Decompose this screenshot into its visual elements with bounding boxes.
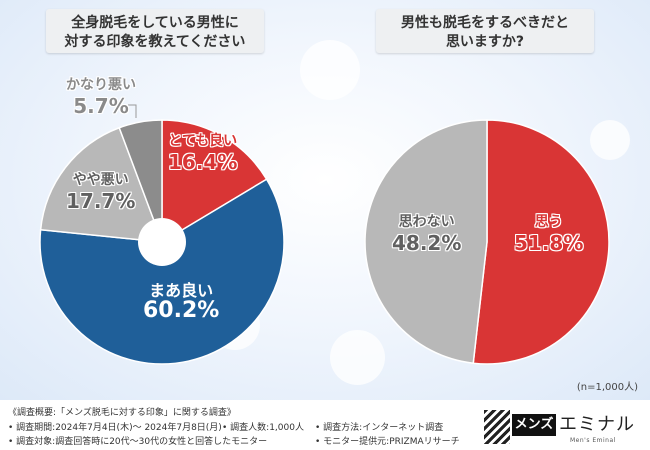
bokeh-light (590, 120, 630, 160)
pie-slice-2 (39, 178, 285, 365)
bokeh-light (330, 330, 385, 385)
slice-label-omou: 思う 51.8% (514, 214, 583, 255)
pie-slice-1 (472, 119, 610, 365)
slice-label-omowanai: 思わない 48.2% (392, 214, 461, 255)
slice-value: 48.2% (392, 231, 462, 255)
slice-label-yaya-warui: やや悪い 17.7% (66, 172, 135, 213)
left-title-line1: 全身脱毛をしている男性に (71, 15, 239, 31)
pie-slice-2 (364, 119, 488, 365)
slice-category: やや悪い (72, 172, 129, 188)
footer-target: • 調査対象:調査回答時に20代〜30代の女性と回答したモニター (8, 437, 268, 447)
slice-value: 16.4% (168, 150, 238, 174)
logo-subtitle: Men's Eminal (570, 437, 616, 444)
bokeh-light (300, 40, 360, 100)
slice-category: とても良い (168, 133, 238, 149)
left-chart-title: 全身脱毛をしている男性に 対する印象を教えてください (46, 9, 264, 53)
slice-category: かなり悪い (66, 77, 136, 93)
charts-svg (39, 104, 610, 365)
slice-value: 51.8% (514, 231, 584, 255)
footer-method: • 調査方法:インターネット調査 (315, 423, 444, 433)
slice-value: 60.2% (143, 298, 220, 323)
leader-line (128, 104, 137, 118)
slice-category: 思わない (398, 214, 455, 230)
slice-value: 17.7% (66, 189, 136, 213)
donut-hole (138, 218, 186, 266)
slice-category: まあ良い (149, 281, 214, 300)
pie-slice-4 (118, 119, 163, 243)
sample-size-note: (n=1,000人) (576, 382, 638, 393)
footer-period: • 調査期間:2024年7月4日(木)〜 2024年7月8日(月) (8, 423, 222, 433)
footer-provider: • モニター提供元:PRIZMAリサーチ (315, 437, 460, 447)
left-title-line2: 対する印象を教えてください (64, 34, 246, 50)
footer-count: • 調査人数:1,000人 (222, 423, 304, 433)
right-title-line1: 男性も脱毛をするべきだと (401, 15, 569, 31)
right-pie-chart (364, 119, 610, 365)
right-title-line2: 思いますか? (445, 34, 525, 50)
logo-slash-mark (484, 410, 510, 444)
mens-eminal-logo: メンズ エミナル Men's Eminal (484, 410, 640, 444)
survey-footer: 《調査概要:「メンズ脱毛に対する印象」に関する調査》 • 調査期間:2024年7… (0, 400, 650, 450)
slice-category: 思う (534, 214, 563, 230)
pie-slice-1 (161, 119, 268, 244)
logo-black-block: メンズ (512, 414, 556, 436)
footer-survey-overview: 《調査概要:「メンズ脱毛に対する印象」に関する調査》 (8, 408, 236, 418)
slice-label-totemo-yoi: とても良い 16.4% (168, 133, 237, 174)
slice-label-kanari-warui: かなり悪い 5.7% (66, 77, 136, 118)
left-donut-chart (39, 119, 285, 365)
logo-wordmark: エミナル (559, 414, 635, 435)
slice-label-maa-yoi: まあ良い 60.2% (143, 282, 219, 323)
slice-value: 5.7% (73, 94, 129, 118)
pie-slice-3 (39, 126, 164, 243)
right-chart-title: 男性も脱毛をするべきだと 思いますか? (376, 9, 594, 53)
